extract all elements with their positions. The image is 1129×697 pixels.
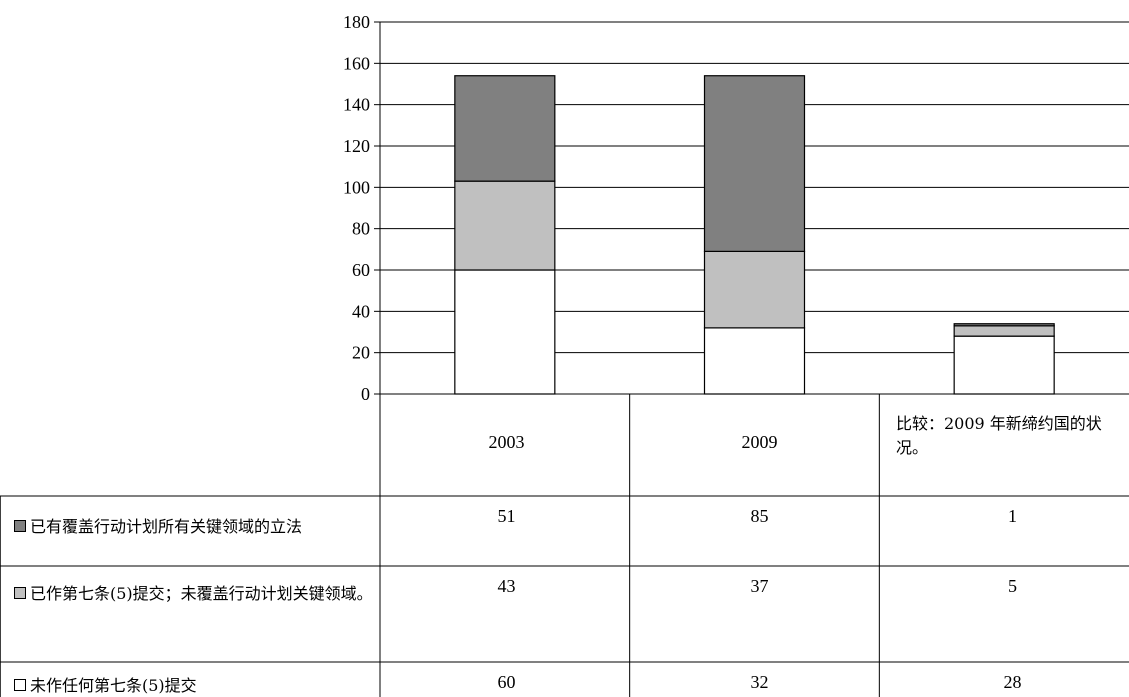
y-tick-label: 120 [343,136,370,156]
bar-segment-2003-2 [454,75,556,182]
value-2009-full: 85 [750,506,769,526]
value-2009-none: 32 [750,672,769,692]
y-tick-label: 60 [352,260,370,280]
legend-row-full-legislation: 已有覆盖行动计划所有关键领域的立法 [14,516,374,538]
bar-segment-2009-0 [703,327,806,395]
legend-swatch-light-gray [14,586,26,599]
value-2003-full: 51 [497,506,516,526]
bar-segment-比较：2009 年新缔约国的状况。-0 [953,335,1055,395]
y-tick-label: 180 [343,12,370,32]
table-header-2009: 2009 [741,432,778,452]
legend-label: 未作任何第七条(5)提交 [30,676,197,695]
y-tick-label: 140 [343,95,370,115]
legend-label: 已作第七条(5)提交；未覆盖行动计划关键领域。 [30,584,373,603]
legend-row-no-submission: 未作任何第七条(5)提交 [14,675,374,697]
value-new-full: 1 [1008,506,1017,526]
y-tick-label: 100 [343,177,370,197]
legend-swatch-dark-gray [14,519,26,532]
table-header-2003: 2003 [488,432,525,452]
legend-label: 已有覆盖行动计划所有关键领域的立法 [30,517,303,536]
bar-segment-2009-1 [703,250,806,329]
bar-segment-2003-1 [454,180,556,271]
y-tick-label: 0 [361,384,370,404]
y-tick-label: 160 [343,53,370,73]
legend-swatch-white [14,678,26,691]
value-new-none: 28 [1003,672,1022,692]
y-tick-label: 20 [352,343,370,363]
value-2003-none: 60 [497,672,516,692]
value-2009-partial: 37 [750,576,769,596]
bar-segment-2003-0 [454,269,556,395]
value-new-partial: 5 [1008,576,1017,596]
legend-row-submitted-not-covered: 已作第七条(5)提交；未覆盖行动计划关键领域。 [14,583,374,605]
value-2003-partial: 43 [497,576,516,596]
y-tick-label: 40 [352,301,370,321]
data-table-grid [0,394,1129,697]
table-header-comparison: 比较：2009 年新缔约国的状况。 [896,414,1102,457]
bar-segment-比较：2009 年新缔约国的状况。-2 [953,323,1055,327]
bar-series [454,75,1055,395]
y-axis: 0 20 40 60 80 100 120 140 160 180 [343,12,381,404]
bar-segment-2009-2 [703,75,806,253]
y-tick-label: 80 [352,219,370,239]
bar-segment-比较：2009 年新缔约国的状况。-1 [953,325,1055,337]
